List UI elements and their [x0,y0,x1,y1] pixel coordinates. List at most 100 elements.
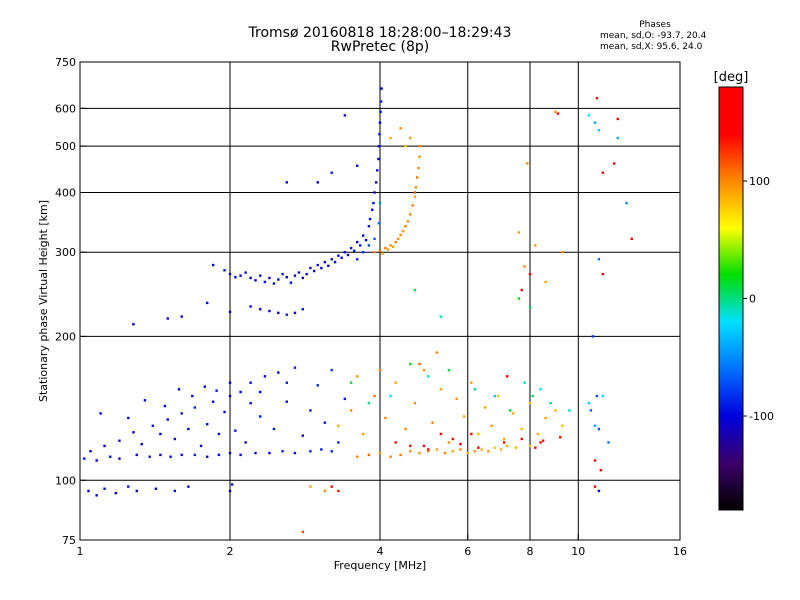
data-point [364,238,368,242]
x-tick-label: 4 [377,545,384,558]
data-point [355,258,359,261]
data-point [502,437,506,441]
data-point [427,448,430,451]
data-point [409,362,412,366]
data-point [285,275,288,279]
data-point [601,171,605,174]
data-point [593,485,597,488]
data-point [277,371,280,374]
data-point [223,410,226,414]
data-point [505,444,509,448]
data-point [333,260,337,264]
y-tick-label: 500 [55,140,76,153]
data-point [203,385,206,388]
data-point [99,412,102,415]
data-point [391,245,395,248]
data-point [180,315,183,318]
data-point [462,415,466,418]
data-point [289,281,293,284]
data-point [127,416,130,420]
data-point [249,381,252,384]
data-point [413,288,417,292]
data-point [132,323,135,326]
data-point [386,248,390,251]
data-point [528,401,532,405]
data-point [309,409,312,412]
data-point [480,448,483,451]
data-point [114,491,118,495]
data-point [589,409,593,412]
data-point [427,375,430,378]
data-point [523,265,526,268]
data-point [277,311,280,315]
data-point [103,487,106,490]
data-point [415,176,419,179]
data-point [373,191,376,194]
data-point [587,114,591,117]
data-point [378,201,382,205]
data-point [399,233,402,237]
data-point [520,288,523,292]
data-point [361,251,365,254]
data-point [367,401,371,405]
data-point [228,394,232,398]
data-point [337,489,340,493]
data-point [349,246,353,250]
data-point [330,485,333,488]
data-point [228,451,232,455]
x-tick-label: 1 [77,545,84,558]
data-point [380,87,383,90]
data-point [143,399,147,402]
data-point [118,439,121,442]
data-point [228,272,232,276]
data-point [470,432,473,436]
data-point [239,453,242,457]
data-point [568,409,571,412]
data-point [413,401,417,405]
y-tick-label: 300 [55,246,76,259]
data-point [301,434,305,437]
data-point [234,429,237,432]
data-point [541,439,545,442]
data-point [361,234,365,237]
data-point [272,282,276,285]
data-point [389,244,392,247]
data-point [399,453,402,457]
data-point [217,432,221,436]
data-point [379,100,383,103]
data-point [477,432,480,436]
data-point [95,494,98,497]
phase-stats-heading: Phases [639,20,671,30]
data-point [435,448,438,451]
data-point [343,114,347,117]
phase-stats-x: mean, sd,X: 95.6, 24.0 [600,42,703,52]
data-point [384,246,387,250]
data-point [374,181,378,184]
data-point [244,271,247,274]
data-point [404,144,407,148]
data-point [607,441,610,444]
data-point [394,381,397,384]
data-point [316,384,319,387]
data-point [316,263,319,267]
data-point [305,272,308,276]
data-point [399,127,402,130]
data-point [297,271,301,274]
data-point [531,394,534,398]
data-point [293,311,297,315]
data-point [544,280,547,284]
data-point [381,252,384,255]
data-point [373,251,376,254]
data-point [263,280,267,284]
data-point [396,237,400,241]
data-point [554,110,557,114]
data-point [285,181,288,184]
data-point [447,441,451,444]
data-point [367,225,371,228]
y-tick-label: 75 [62,534,76,547]
data-point [330,258,333,261]
data-point [346,253,350,257]
data-point [211,263,215,267]
x-tick-label: 8 [527,545,534,558]
